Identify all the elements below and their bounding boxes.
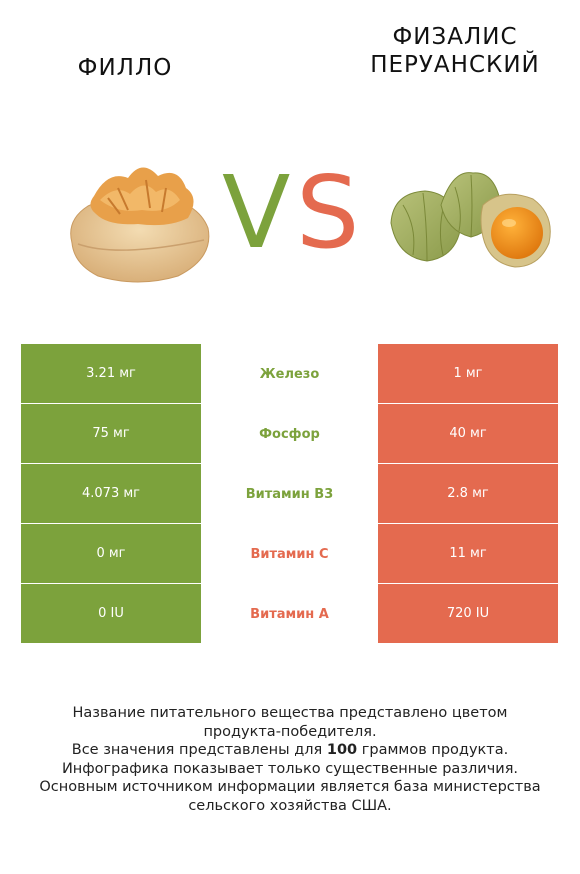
nutrient-name: Фосфор [201,404,378,464]
left-value: 3.21 мг [21,344,201,404]
phyllo-image [70,167,210,283]
table-row: 75 мг Фосфор 40 мг [21,404,558,464]
left-value: 4.073 мг [21,464,201,524]
table-row: 0 IU Витамин A 720 IU [21,584,558,644]
table-row: 3.21 мг Железо 1 мг [21,344,558,404]
right-value: 720 IU [378,584,558,644]
footer-line: Все значения представлены для 100 граммо… [71,742,509,758]
left-value: 0 IU [21,584,201,644]
table-row: 4.073 мг Витамин B3 2.8 мг [21,464,558,524]
title-right: ФИЗАЛИС ПЕРУАНСКИЙ [370,24,540,78]
footer-line: сельского хозяйства США. [188,797,392,814]
nutrient-name: Витамин B3 [201,464,378,524]
nutrient-name: Витамин A [201,584,378,644]
left-value: 75 мг [21,404,201,464]
vs-letter-s: S [296,154,360,271]
right-value: 40 мг [378,404,558,464]
footer-line: продукта-победителя. [203,723,377,740]
nutrient-name: Витамин C [201,524,378,584]
footer-line: Основным источником информации является … [39,779,541,795]
right-value: 1 мг [378,344,558,404]
left-value: 0 мг [21,524,201,584]
table-row: 0 мг Витамин C 11 мг [21,524,558,584]
footer-line: Название питательного вещества представл… [72,705,508,721]
nutrient-name: Железо [201,344,378,404]
comparison-table: 3.21 мг Железо 1 мг 75 мг Фосфор 40 мг 4.073 м… [21,344,558,644]
right-value: 11 мг [378,524,558,584]
footer-line: Инфографика показывает только существенн… [61,760,519,777]
vs-letter-v: V [222,154,291,271]
right-value: 2.8 мг [378,464,558,524]
physalis-image [390,172,551,268]
footer-note: Название питательного вещества представл… [10,704,570,815]
title-left: ФИЛЛО [77,55,173,81]
